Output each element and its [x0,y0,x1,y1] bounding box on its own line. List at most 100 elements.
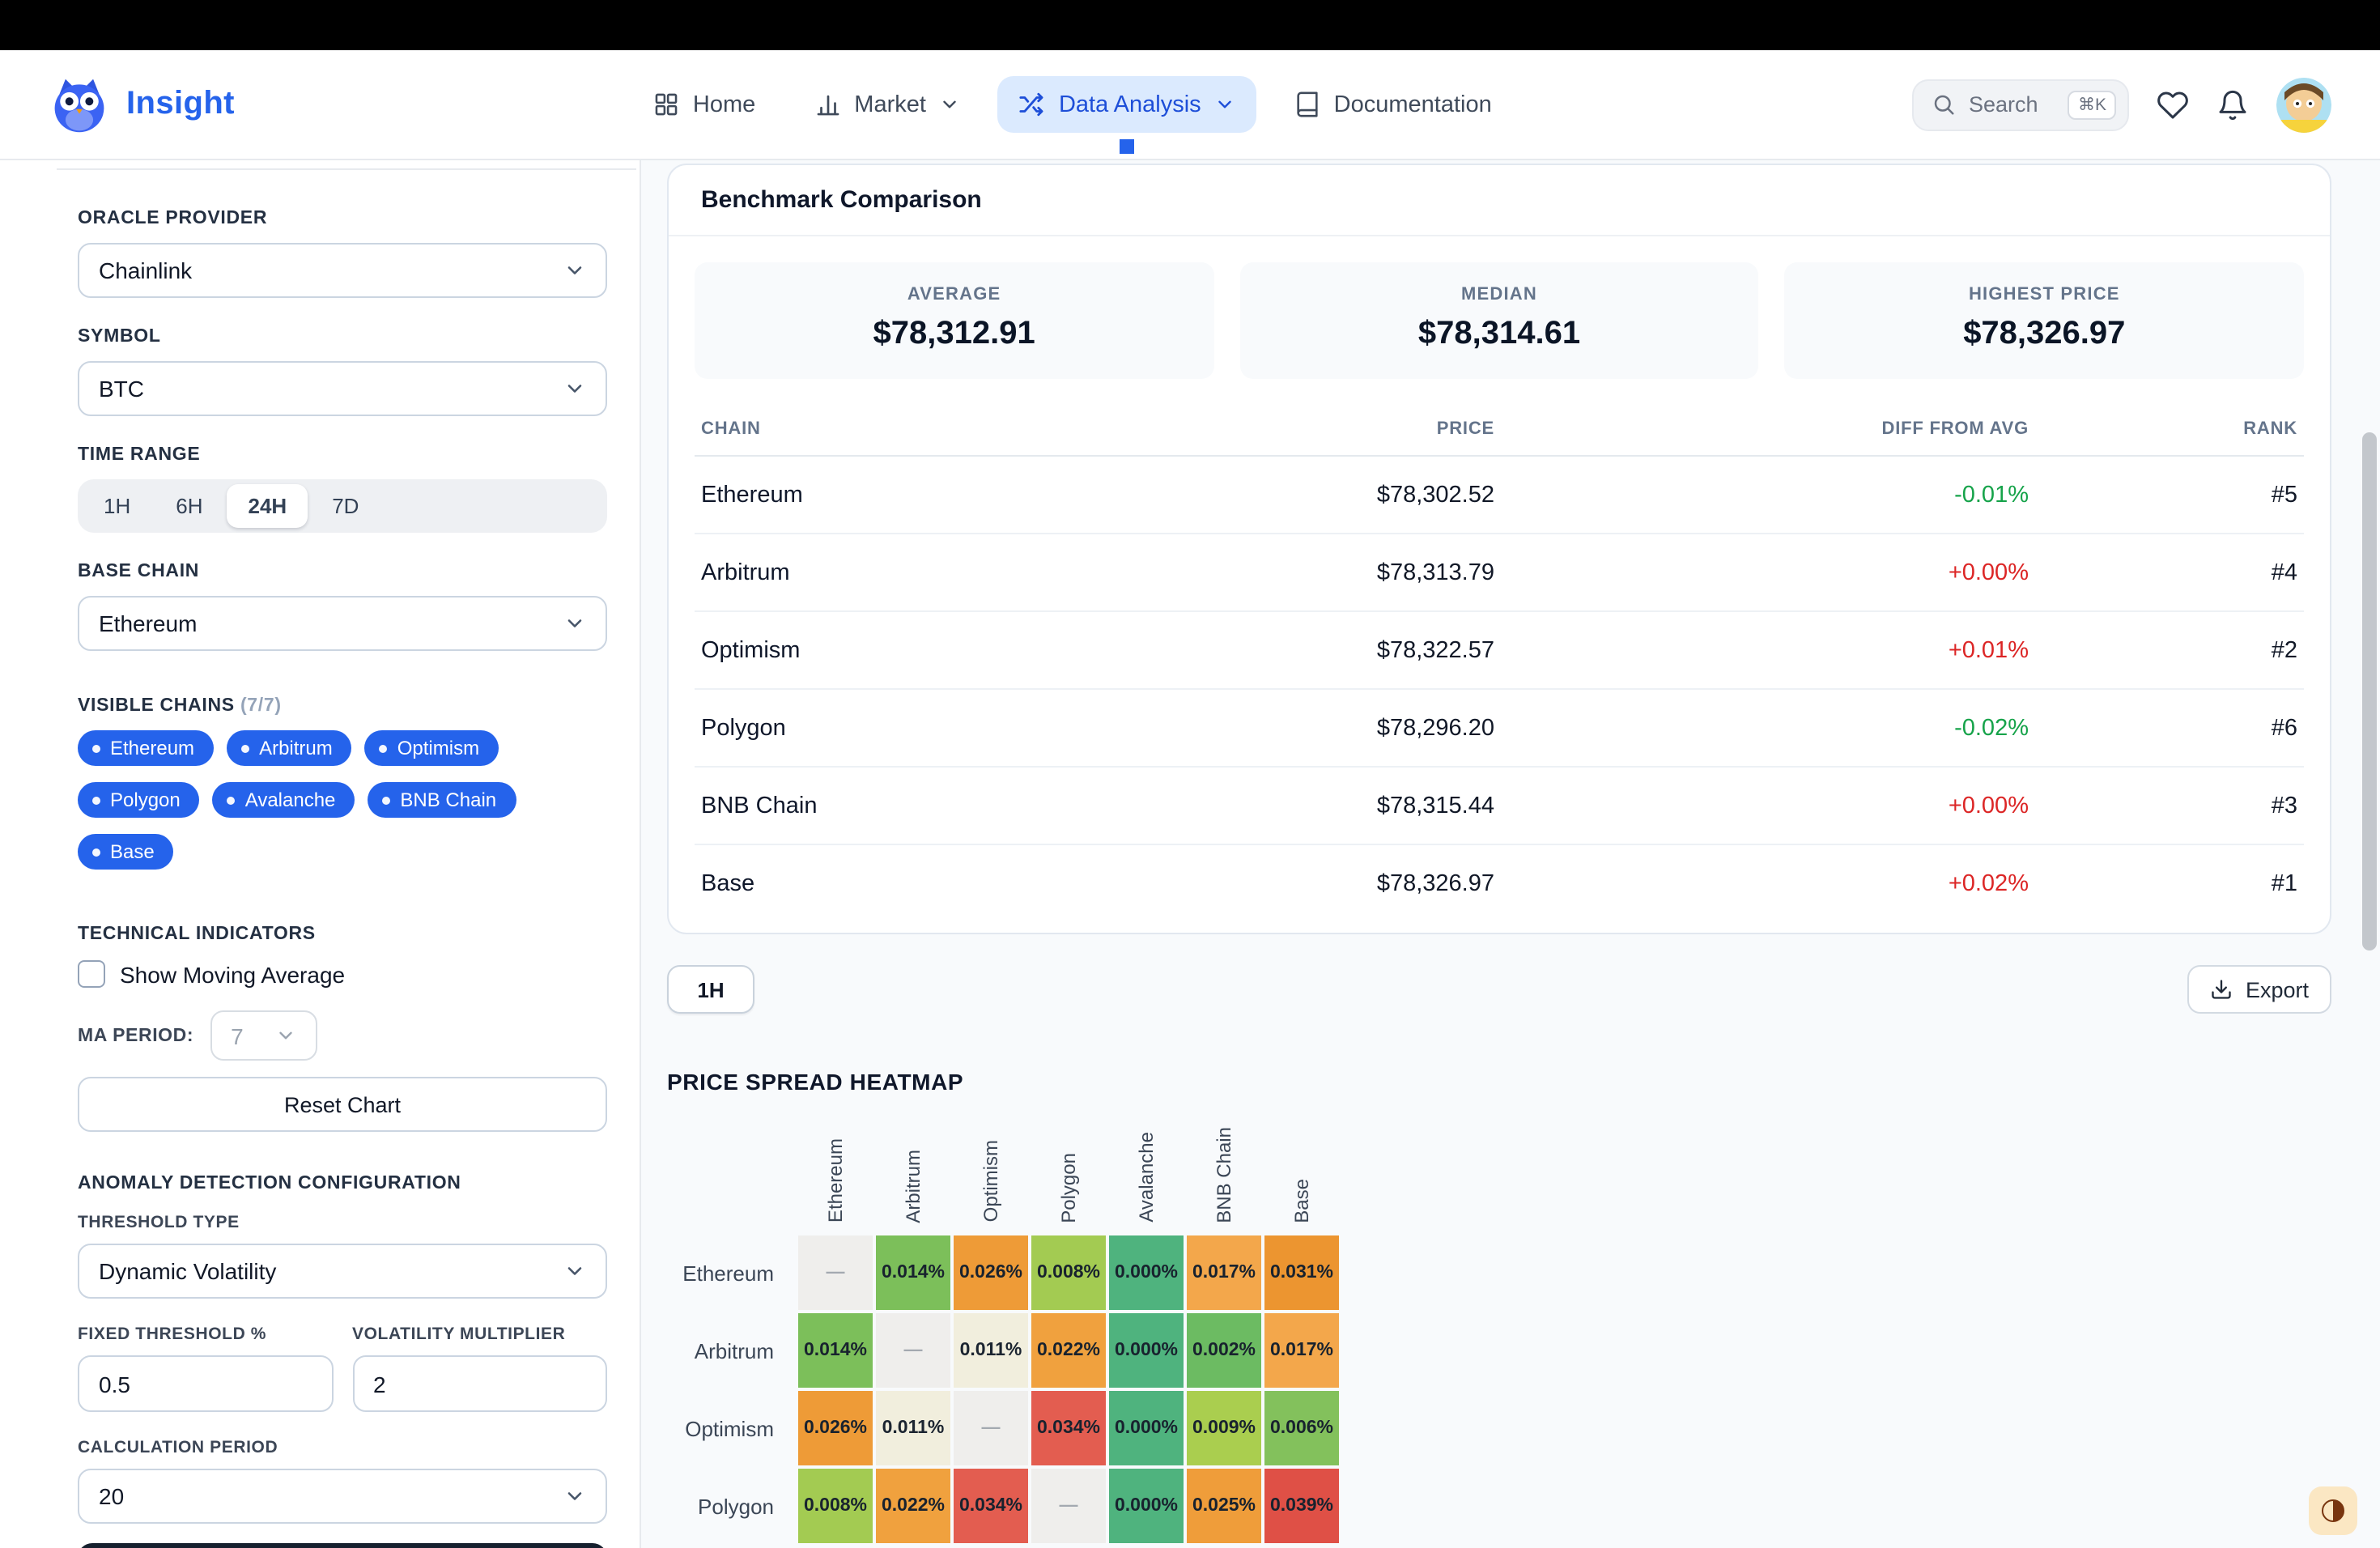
col-label-text: Ethereum [824,1138,847,1223]
heatmap-cell[interactable]: 0.039% [1263,1467,1341,1545]
ma-period-label: MA PERIOD: [78,1026,194,1045]
volatility-multiplier-label: VOLATILITY MULTIPLIER [352,1325,566,1344]
notifications-button[interactable] [2216,88,2249,121]
heatmap-col-label: Arbitrum [874,1108,952,1234]
heatmap-cell[interactable]: 0.002% [1185,1312,1263,1389]
heatmap-row-label: Ethereum [682,1261,774,1285]
heatmap-cell[interactable]: 0.006% [1263,1389,1341,1467]
heatmap-cell[interactable]: 0.026% [952,1234,1030,1312]
favorites-button[interactable] [2157,88,2189,121]
time-range-option-7d[interactable]: 7D [332,494,359,518]
heatmap-cell[interactable]: 0.000% [1107,1389,1185,1467]
time-range-option-6h[interactable]: 6H [176,494,203,518]
time-range-option-24h[interactable]: 24H [227,484,308,528]
nav-data-analysis-label: Data Analysis [1058,91,1201,117]
nav-documentation-label: Documentation [1333,91,1492,117]
chip-arbitrum[interactable]: Arbitrum [227,730,352,766]
oracle-provider-select[interactable]: Chainlink [78,243,607,298]
heatmap-cell[interactable]: — [797,1234,874,1312]
user-avatar[interactable] [2276,77,2331,132]
heatmap-cell[interactable]: 0.022% [1030,1312,1107,1389]
checkbox-unchecked[interactable] [78,960,105,988]
heatmap-cell[interactable]: 0.014% [874,1234,952,1312]
heatmap-cell[interactable]: 0.000% [1107,1234,1185,1312]
heatmap-cell[interactable]: 0.008% [797,1467,874,1545]
nav-home[interactable]: Home [631,76,776,133]
stat-highest-price: HIGHEST PRICE $78,326.97 [1784,262,2304,379]
heatmap-cell[interactable]: 0.025% [1185,1467,1263,1545]
heatmap-cell[interactable]: 0.014% [797,1312,874,1389]
brand[interactable]: Insight [49,74,235,135]
calculation-period-select[interactable]: 20 [78,1469,607,1524]
heatmap-cell[interactable]: 0.011% [874,1389,952,1467]
time-range-option-1h[interactable]: 1H [104,494,131,518]
bar-chart-icon [816,95,839,116]
fixed-threshold-field: FIXED THRESHOLD % [78,1325,333,1412]
heatmap-cell[interactable]: 0.022% [874,1467,952,1545]
stat-median: MEDIAN $78,314.61 [1239,262,1759,379]
reset-chart-button[interactable]: Reset Chart [78,1077,607,1132]
heatmap-cell[interactable]: 0.017% [1185,1234,1263,1312]
heatmap-col-label: Ethereum [797,1108,874,1234]
heatmap-cell[interactable]: 0.034% [1030,1389,1107,1467]
symbol-select[interactable]: BTC [78,361,607,416]
heatmap-cell[interactable]: 0.011% [952,1312,1030,1389]
chart-controls-row: 1H Export [667,965,2331,1014]
theme-contrast-toggle-button[interactable] [2309,1486,2357,1535]
partially-visible-action-button[interactable] [78,1543,607,1548]
chevron-down-icon [278,1031,291,1040]
stat-highest-price-label: HIGHEST PRICE [1968,285,2120,304]
threshold-type-value: Dynamic Volatility [99,1258,277,1284]
heatmap-corner [667,1108,797,1234]
heatmap-row: Polygon 0.008% 0.022% 0.034% — 0.000% 0.… [667,1467,2331,1545]
heatmap-cell[interactable]: 0.031% [1263,1234,1341,1312]
benchmark-card-title: Benchmark Comparison [669,165,2330,236]
col-label-text: Polygon [1057,1152,1080,1223]
heatmap-cell[interactable]: — [1030,1467,1107,1545]
fixed-threshold-label: FIXED THRESHOLD % [78,1325,267,1344]
chain-cell: Base [701,871,755,897]
chevron-down-icon [567,1492,582,1500]
header-price: PRICE [1436,419,1494,438]
nav-market[interactable]: Market [793,76,981,133]
base-chain-select[interactable]: Ethereum [78,596,607,651]
nav-data-analysis[interactable]: Data Analysis [997,76,1256,154]
header-diff: DIFF FROM AVG [1881,419,2029,438]
chip-base[interactable]: Base [78,834,174,870]
heatmap-cell[interactable]: — [874,1312,952,1389]
heatmap-cell[interactable]: 0.034% [952,1467,1030,1545]
heatmap-cell[interactable]: — [952,1389,1030,1467]
heatmap-cell[interactable]: 0.026% [797,1389,874,1467]
sidebar-top-divider [57,168,636,170]
chip-bnb-chain[interactable]: BNB Chain [368,782,516,818]
timeframe-1h-button[interactable]: 1H [667,965,754,1014]
heatmap-cell[interactable]: 0.000% [1107,1467,1185,1545]
chip-polygon[interactable]: Polygon [78,782,200,818]
heatmap-cell[interactable]: 0.017% [1263,1312,1341,1389]
chip-avalanche[interactable]: Avalanche [212,782,355,818]
threshold-type-select[interactable]: Dynamic Volatility [78,1244,607,1299]
heart-icon [2157,91,2188,118]
vertical-scrollbar[interactable] [2362,432,2377,950]
volatility-multiplier-input[interactable] [352,1355,607,1412]
avatar-image [2276,77,2331,132]
chip-label: Avalanche [244,789,336,811]
nav-home-label: Home [692,91,756,117]
ma-period-select[interactable]: 7 [210,1010,317,1061]
bell-icon [2219,89,2246,120]
chip-optimism[interactable]: Optimism [364,730,499,766]
oracle-provider-group: ORACLE PROVIDER Chainlink [78,209,607,298]
heatmap-cell[interactable]: 0.009% [1185,1389,1263,1467]
heatmap-row-label: Polygon [698,1494,774,1518]
search-input[interactable]: Search ⌘K [1912,79,2129,130]
visible-chains-label: VISIBLE CHAINS (7/7) [78,696,607,716]
heatmap-row-label: Optimism [685,1416,774,1440]
export-button[interactable]: Export [2187,965,2331,1014]
nav-documentation[interactable]: Documentation [1273,76,1513,133]
heatmap-cell[interactable]: 0.008% [1030,1234,1107,1312]
heatmap-cell[interactable]: 0.000% [1107,1312,1185,1389]
heatmap-column-headers: Ethereum Arbitrum Optimism Polygon Avala… [667,1108,2331,1234]
fixed-threshold-input[interactable] [78,1355,333,1412]
show-moving-average-toggle[interactable]: Show Moving Average [78,960,607,988]
chip-ethereum[interactable]: Ethereum [78,730,215,766]
